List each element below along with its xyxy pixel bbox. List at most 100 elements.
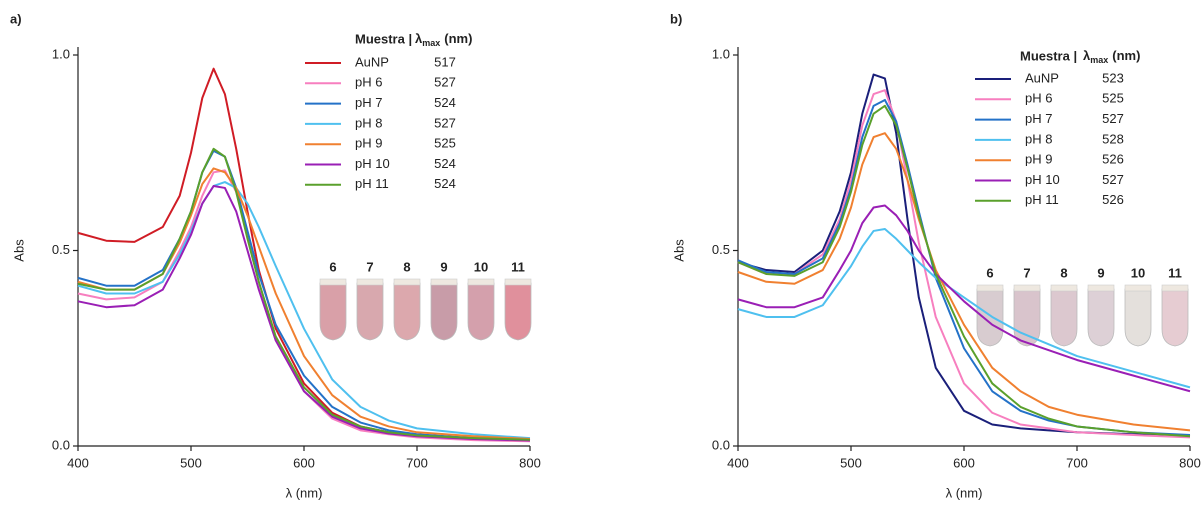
legend-title: Muestra | <box>1020 48 1077 63</box>
series-line <box>77 181 531 440</box>
legend-lambda-header: λmax (nm) <box>415 31 472 48</box>
vial-cap <box>467 278 495 286</box>
x-tick-label: 500 <box>180 455 202 470</box>
vial-cap <box>504 278 532 286</box>
legend-label: pH 11 <box>1025 192 1059 207</box>
legend-label: pH 7 <box>1025 111 1052 126</box>
y-tick-label: 0.0 <box>52 437 70 452</box>
vial-label: 9 <box>1097 265 1104 280</box>
vial-cap <box>356 278 384 286</box>
lambda-unit: (nm) <box>444 31 472 46</box>
vial <box>1161 288 1189 347</box>
x-tick-label: 400 <box>727 455 749 470</box>
legend-lambda: 526 <box>1102 152 1124 167</box>
legend-label: pH 6 <box>1025 91 1052 106</box>
vial-cap <box>1050 284 1078 292</box>
vial <box>467 282 495 341</box>
legend-label: pH 7 <box>355 95 382 110</box>
series-line <box>77 67 531 442</box>
series-line <box>77 184 531 442</box>
x-axis-label: λ (nm) <box>946 485 983 500</box>
vial <box>504 282 532 341</box>
vial-label: 7 <box>1023 265 1030 280</box>
lambda-sub: max <box>1090 55 1108 65</box>
vial <box>356 282 384 341</box>
legend-lambda: 524 <box>434 156 456 171</box>
legend-lambda: 527 <box>1102 111 1124 126</box>
legend-lambda: 524 <box>434 95 456 110</box>
legend-label: pH 10 <box>355 156 390 171</box>
series-line <box>737 132 1191 432</box>
y-tick-label: 0.0 <box>712 437 730 452</box>
x-tick-label: 800 <box>1179 455 1201 470</box>
y-tick-label: 0.5 <box>712 242 730 257</box>
lambda-unit: (nm) <box>1112 48 1140 63</box>
vial-cap <box>976 284 1004 292</box>
legend-label: pH 10 <box>1025 172 1060 187</box>
vial <box>1013 288 1041 347</box>
legend-label: AuNP <box>355 54 389 69</box>
vial-label: 8 <box>1060 265 1067 280</box>
legend-lambda: 523 <box>1102 70 1124 85</box>
vial <box>319 282 347 341</box>
legend-label: pH 11 <box>355 176 389 191</box>
vial <box>1050 288 1078 347</box>
vial-label: 8 <box>403 259 410 274</box>
vial-cap <box>393 278 421 286</box>
legend-label: AuNP <box>1025 70 1059 85</box>
series-line <box>77 149 531 442</box>
vial <box>430 282 458 341</box>
series-line <box>737 104 1191 438</box>
vial-cap <box>319 278 347 286</box>
vial-label: 7 <box>366 259 373 274</box>
legend-lambda: 527 <box>434 115 456 130</box>
legend-lambda-header: λmax (nm) <box>1083 48 1140 65</box>
series-line <box>737 227 1191 389</box>
y-tick-label: 1.0 <box>52 46 70 61</box>
x-tick-label: 700 <box>1066 455 1088 470</box>
vial-label: 11 <box>511 259 525 274</box>
vial-cap <box>1087 284 1115 292</box>
vial-label: 6 <box>986 265 993 280</box>
vial-cap <box>430 278 458 286</box>
legend-label: pH 6 <box>355 75 382 90</box>
legend-lambda: 524 <box>434 176 456 191</box>
legend-label: pH 9 <box>1025 152 1052 167</box>
series-line <box>77 169 531 443</box>
x-tick-label: 500 <box>840 455 862 470</box>
legend-lambda: 526 <box>1102 192 1124 207</box>
vial-cap <box>1124 284 1152 292</box>
series-line <box>77 167 531 440</box>
x-tick-label: 600 <box>953 455 975 470</box>
series-line <box>737 73 1191 438</box>
lambda-symbol: λ <box>1083 48 1091 63</box>
legend-lambda: 525 <box>434 136 456 151</box>
legend-lambda: 525 <box>1102 91 1124 106</box>
series-line <box>77 147 531 441</box>
x-tick-label: 600 <box>293 455 315 470</box>
x-tick-label: 400 <box>67 455 89 470</box>
panel-label: a) <box>10 11 22 26</box>
vial <box>1087 288 1115 347</box>
vial-label: 10 <box>1131 265 1145 280</box>
vial-label: 11 <box>1168 265 1182 280</box>
x-tick-label: 800 <box>519 455 541 470</box>
vial-cap <box>1013 284 1041 292</box>
vial-cap <box>1161 284 1189 292</box>
legend-title: Muestra | <box>355 31 412 46</box>
vial-label: 10 <box>474 259 488 274</box>
legend-lambda: 527 <box>434 75 456 90</box>
legend-lambda: 527 <box>1102 172 1124 187</box>
vial-label: 9 <box>440 259 447 274</box>
lambda-sub: max <box>422 38 440 48</box>
y-axis-label: Abs <box>671 239 686 262</box>
vial <box>1124 288 1152 347</box>
x-tick-label: 700 <box>406 455 428 470</box>
lambda-symbol: λ <box>415 31 423 46</box>
y-axis-label: Abs <box>11 239 26 262</box>
vial <box>976 288 1004 347</box>
x-axis-label: λ (nm) <box>286 485 323 500</box>
y-tick-label: 1.0 <box>712 46 730 61</box>
legend-label: pH 8 <box>355 115 382 130</box>
